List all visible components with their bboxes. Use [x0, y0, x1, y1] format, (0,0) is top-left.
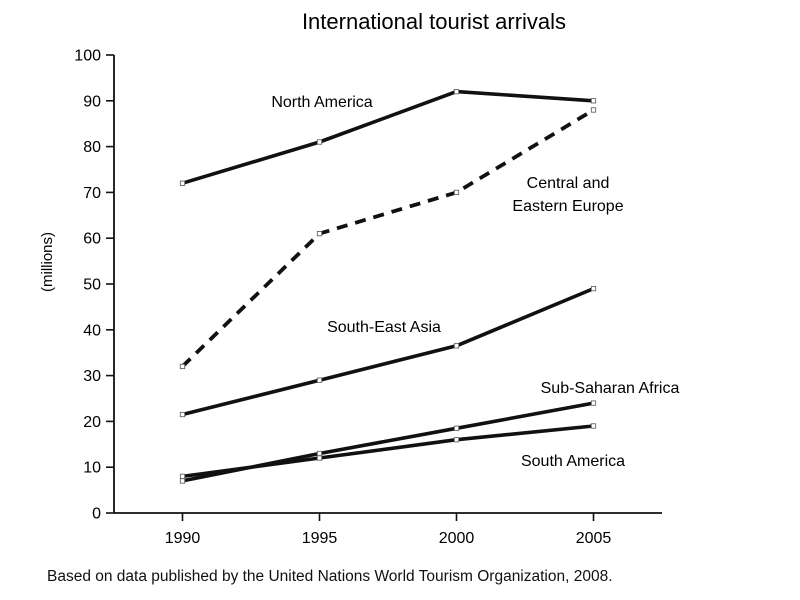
series-line-south-america — [182, 424, 594, 479]
y-tick-label: 90 — [83, 93, 101, 110]
x-tick-label: 2005 — [576, 530, 612, 547]
data-point-central-and-eastern-europe — [316, 231, 323, 237]
x-tick-label: 1995 — [302, 530, 338, 547]
y-tick-label: 70 — [83, 185, 101, 202]
data-point-sub-saharan-africa — [453, 425, 460, 431]
series-label-line: Eastern Europe — [512, 198, 623, 215]
data-point-sub-saharan-africa — [590, 400, 597, 406]
data-point-central-and-eastern-europe — [453, 189, 460, 195]
y-tick-label: 100 — [74, 48, 101, 65]
y-tick-label: 50 — [83, 277, 101, 294]
x-tick-label: 2000 — [439, 530, 475, 547]
y-tick-label: 20 — [83, 414, 101, 431]
data-point-north-america — [179, 180, 186, 186]
y-tick-label: 80 — [83, 139, 101, 156]
data-point-south-america — [453, 437, 460, 443]
series-label-line: Central and — [527, 175, 610, 192]
y-tick-label: 40 — [83, 322, 101, 339]
y-tick-label: 60 — [83, 231, 101, 248]
y-tick-label: 30 — [83, 368, 101, 385]
data-point-south-america — [316, 455, 323, 461]
series-line-central-and-eastern-europe — [181, 108, 595, 368]
data-point-south-east-asia — [590, 285, 597, 292]
x-axis-ticks: 1990 1995 2000 2005 — [165, 513, 612, 547]
series-labels: North America Central and Eastern Europe So… — [271, 94, 679, 470]
data-point-north-america — [316, 139, 323, 145]
data-point-south-east-asia — [453, 343, 460, 349]
series-label-line: Sub-Saharan Africa — [541, 380, 680, 397]
y-tick-label: 10 — [83, 460, 101, 477]
data-point-south-america — [179, 473, 186, 479]
series-label-south-america: South America — [521, 453, 625, 470]
x-tick-label: 1990 — [165, 530, 201, 547]
series-label-north-america: North America — [271, 94, 372, 111]
series-label-sub-saharan-africa: Sub-Saharan Africa — [541, 380, 680, 397]
data-point-north-america — [453, 89, 460, 95]
series-label-line: South-East Asia — [327, 319, 441, 336]
data-point-central-and-eastern-europe — [590, 107, 597, 113]
series-label-line: North America — [271, 94, 372, 111]
y-axis-ticks: 0 10 20 30 40 50 60 70 80 90 100 — [74, 48, 114, 523]
data-point-south-america — [590, 423, 597, 429]
series-label-central-and-eastern-europe: Central and Eastern Europe — [512, 175, 623, 215]
data-point-north-america — [590, 98, 597, 104]
source-note: Based on data published by the United Na… — [47, 568, 613, 585]
series-lines — [179, 89, 597, 484]
series-label-south-east-asia: South-East Asia — [327, 319, 441, 336]
data-point-south-east-asia — [179, 411, 186, 418]
data-point-south-east-asia — [316, 377, 323, 383]
series-line-south-east-asia — [182, 286, 595, 417]
axes — [113, 55, 662, 514]
data-point-central-and-eastern-europe — [179, 363, 186, 370]
y-axis-label: (millions) — [39, 232, 56, 292]
y-tick-label: 0 — [92, 506, 101, 523]
series-line-north-america — [181, 89, 594, 185]
chart-title: International tourist arrivals — [302, 9, 566, 34]
data-point-sub-saharan-africa — [316, 450, 323, 457]
data-point-sub-saharan-africa — [179, 478, 186, 484]
series-label-line: South America — [521, 453, 625, 470]
